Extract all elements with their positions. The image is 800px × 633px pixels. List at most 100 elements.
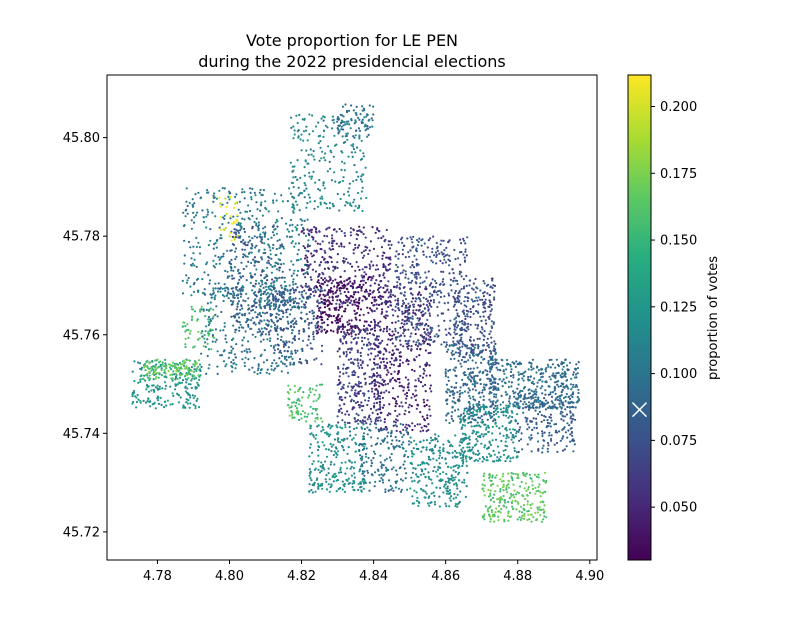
scatter-point xyxy=(270,325,273,328)
scatter-point xyxy=(515,456,518,459)
scatter-point xyxy=(181,279,184,282)
scatter-point xyxy=(316,315,319,318)
scatter-point xyxy=(427,324,430,327)
scatter-point xyxy=(416,403,419,406)
scatter-point xyxy=(358,118,361,121)
scatter-point xyxy=(384,383,387,386)
scatter-point xyxy=(415,443,418,446)
scatter-point xyxy=(368,332,371,335)
scatter-point xyxy=(378,296,381,299)
scatter-point xyxy=(337,321,340,324)
scatter-point xyxy=(241,339,244,342)
scatter-point xyxy=(414,313,417,316)
scatter-point xyxy=(256,313,260,316)
scatter-point xyxy=(240,304,243,307)
scatter-point xyxy=(291,280,295,283)
scatter-point xyxy=(444,261,447,264)
scatter-point xyxy=(444,371,447,374)
scatter-point xyxy=(477,344,480,348)
scatter-point xyxy=(367,390,370,393)
scatter-point xyxy=(373,384,376,387)
scatter-point xyxy=(139,380,142,383)
scatter-point xyxy=(377,374,380,377)
scatter-point xyxy=(415,277,418,280)
scatter-point xyxy=(328,201,331,204)
scatter-point xyxy=(190,219,193,222)
scatter-point xyxy=(302,228,305,231)
scatter-point xyxy=(357,175,360,178)
scatter-point xyxy=(338,371,342,374)
scatter-point xyxy=(366,306,369,309)
scatter-point xyxy=(494,409,497,412)
scatter-point xyxy=(452,272,455,275)
scatter-point xyxy=(353,392,356,395)
scatter-point xyxy=(297,248,300,251)
scatter-point xyxy=(282,327,285,331)
scatter-point xyxy=(140,374,143,377)
scatter-point xyxy=(241,307,244,310)
scatter-point xyxy=(431,482,434,485)
scatter-point xyxy=(439,282,442,285)
scatter-point xyxy=(229,299,232,302)
scatter-point xyxy=(546,406,550,409)
scatter-point xyxy=(431,278,434,281)
scatter-point xyxy=(218,258,221,261)
scatter-point xyxy=(508,380,511,383)
scatter-point xyxy=(276,225,279,228)
scatter-point xyxy=(340,388,343,391)
scatter-point xyxy=(428,295,431,298)
scatter-point xyxy=(236,302,239,305)
scatter-point xyxy=(145,365,148,368)
scatter-point xyxy=(360,190,363,193)
scatter-point xyxy=(375,371,379,375)
scatter-point xyxy=(247,358,250,361)
scatter-point xyxy=(300,192,304,195)
scatter-point xyxy=(152,388,155,391)
scatter-point xyxy=(185,200,188,203)
scatter-point xyxy=(571,395,574,399)
scatter-point xyxy=(155,375,158,378)
scatter-point xyxy=(390,353,394,356)
scatter-point xyxy=(386,361,389,364)
scatter-point xyxy=(145,374,148,377)
scatter-point xyxy=(436,314,439,317)
scatter-point xyxy=(414,328,417,331)
scatter-point xyxy=(431,261,434,264)
scatter-point xyxy=(253,321,256,324)
scatter-point xyxy=(359,280,362,283)
scatter-point xyxy=(256,236,259,239)
scatter-point xyxy=(355,304,359,307)
scatter-point xyxy=(491,286,494,289)
scatter-point xyxy=(425,425,428,428)
scatter-point xyxy=(453,369,457,372)
scatter-point xyxy=(352,135,355,138)
scatter-point xyxy=(457,473,460,476)
scatter-point xyxy=(362,107,366,110)
scatter-point xyxy=(412,311,415,314)
scatter-point xyxy=(504,448,507,452)
scatter-point xyxy=(345,350,348,353)
scatter-point xyxy=(315,322,318,325)
scatter-point xyxy=(251,333,254,336)
scatter-point xyxy=(360,385,363,388)
scatter-point xyxy=(481,456,485,459)
scatter-point xyxy=(196,397,199,400)
scatter-point xyxy=(468,406,472,409)
scatter-point xyxy=(346,329,349,332)
scatter-point xyxy=(258,249,261,252)
scatter-point xyxy=(243,364,246,368)
scatter-point xyxy=(532,396,535,399)
scatter-point xyxy=(230,345,233,348)
scatter-point xyxy=(387,291,390,294)
scatter-point xyxy=(213,192,216,195)
scatter-point xyxy=(413,273,416,276)
scatter-point xyxy=(508,421,511,424)
scatter-point xyxy=(246,210,249,213)
scatter-point xyxy=(347,277,350,280)
scatter-point xyxy=(319,301,322,304)
scatter-point xyxy=(569,383,573,386)
scatter-point xyxy=(240,350,243,353)
scatter-point xyxy=(328,241,331,244)
scatter-point xyxy=(337,378,340,382)
